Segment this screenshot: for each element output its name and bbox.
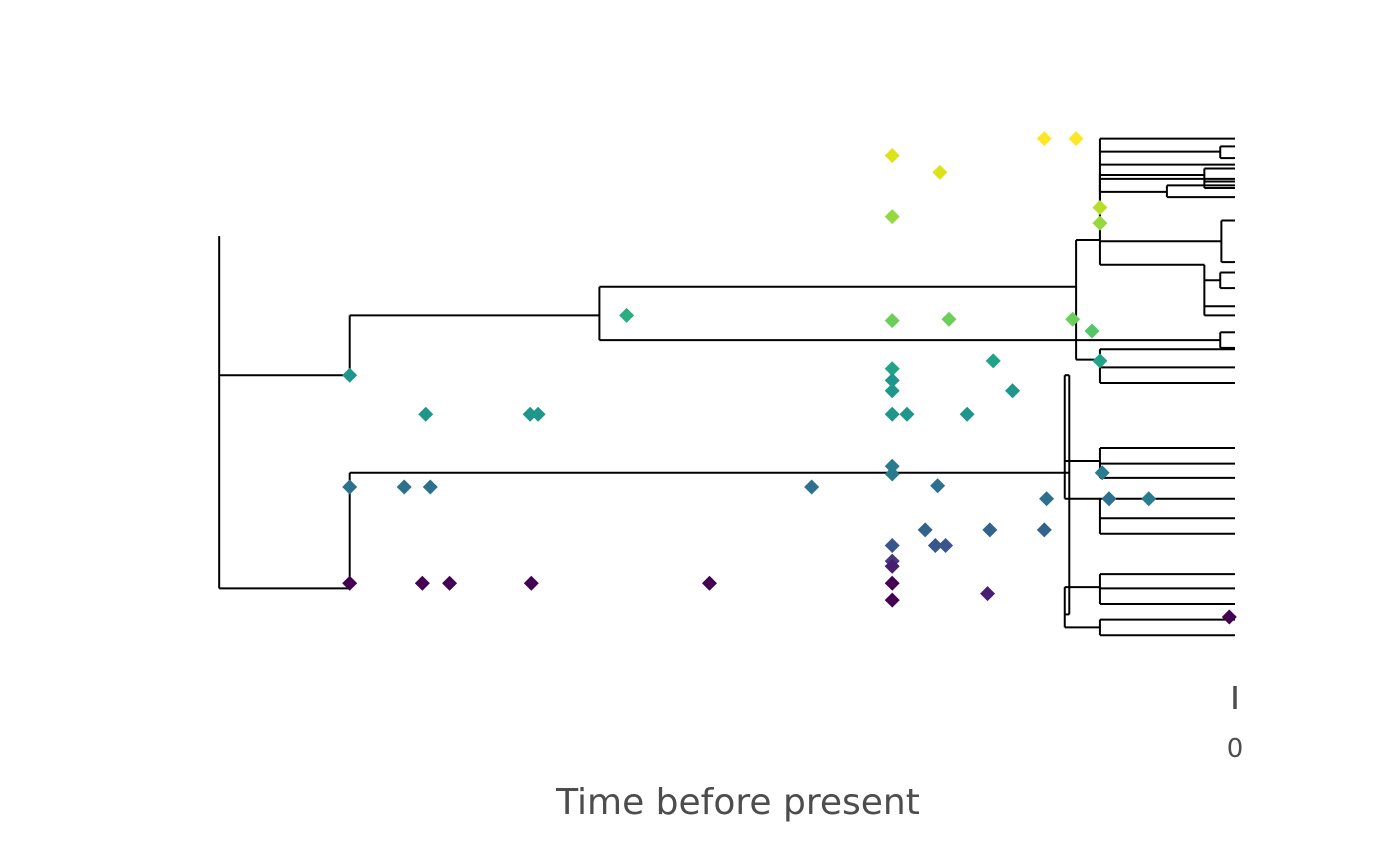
event-marker <box>523 575 539 591</box>
tree-branches <box>218 137 1235 637</box>
event-marker <box>884 558 900 574</box>
event-marker <box>418 406 434 422</box>
event-marker <box>1068 131 1084 147</box>
event-marker <box>884 361 900 377</box>
event-marker <box>342 575 358 591</box>
event-marker <box>1141 491 1157 507</box>
event-marker <box>927 538 943 553</box>
event-marker <box>1036 522 1052 538</box>
event-marker <box>884 406 900 422</box>
event-marker <box>932 164 948 180</box>
event-marker <box>930 478 946 494</box>
event-marker <box>1065 311 1081 327</box>
event-marker <box>1092 353 1108 369</box>
event-marker <box>1094 465 1110 481</box>
event-marker <box>1221 609 1237 625</box>
event-marker <box>1101 491 1117 507</box>
event-marker <box>884 575 900 591</box>
event-marker <box>1092 200 1108 215</box>
event-markers <box>342 131 1237 625</box>
event-marker <box>804 479 820 495</box>
event-marker <box>1092 215 1108 231</box>
event-marker <box>1036 131 1052 147</box>
event-marker <box>985 353 1001 369</box>
event-marker <box>396 479 412 495</box>
event-marker <box>1005 383 1021 399</box>
event-marker <box>1084 323 1100 339</box>
x-axis: 0 Time before present <box>555 686 1243 823</box>
event-marker <box>938 538 954 553</box>
event-marker <box>899 406 915 422</box>
event-marker <box>884 458 900 474</box>
event-marker <box>917 522 933 538</box>
event-marker <box>1039 491 1055 507</box>
event-marker <box>941 311 957 327</box>
event-marker <box>980 586 996 602</box>
event-marker <box>442 575 458 591</box>
event-marker <box>522 406 538 422</box>
event-marker <box>884 148 900 163</box>
event-marker <box>884 383 900 399</box>
event-marker <box>884 313 900 329</box>
event-marker <box>342 367 358 383</box>
event-marker <box>884 372 900 388</box>
x-tick-label-0: 0 <box>1227 734 1244 764</box>
event-marker <box>422 479 438 495</box>
x-axis-title: Time before present <box>555 782 920 823</box>
event-marker <box>884 209 900 225</box>
event-marker <box>701 575 717 591</box>
event-marker <box>530 406 546 422</box>
event-marker <box>414 575 430 591</box>
event-marker <box>982 522 998 538</box>
event-marker <box>619 307 635 323</box>
event-marker <box>342 479 358 495</box>
event-marker <box>884 592 900 608</box>
event-marker <box>959 406 975 422</box>
event-marker <box>884 466 900 482</box>
event-marker <box>884 538 900 553</box>
